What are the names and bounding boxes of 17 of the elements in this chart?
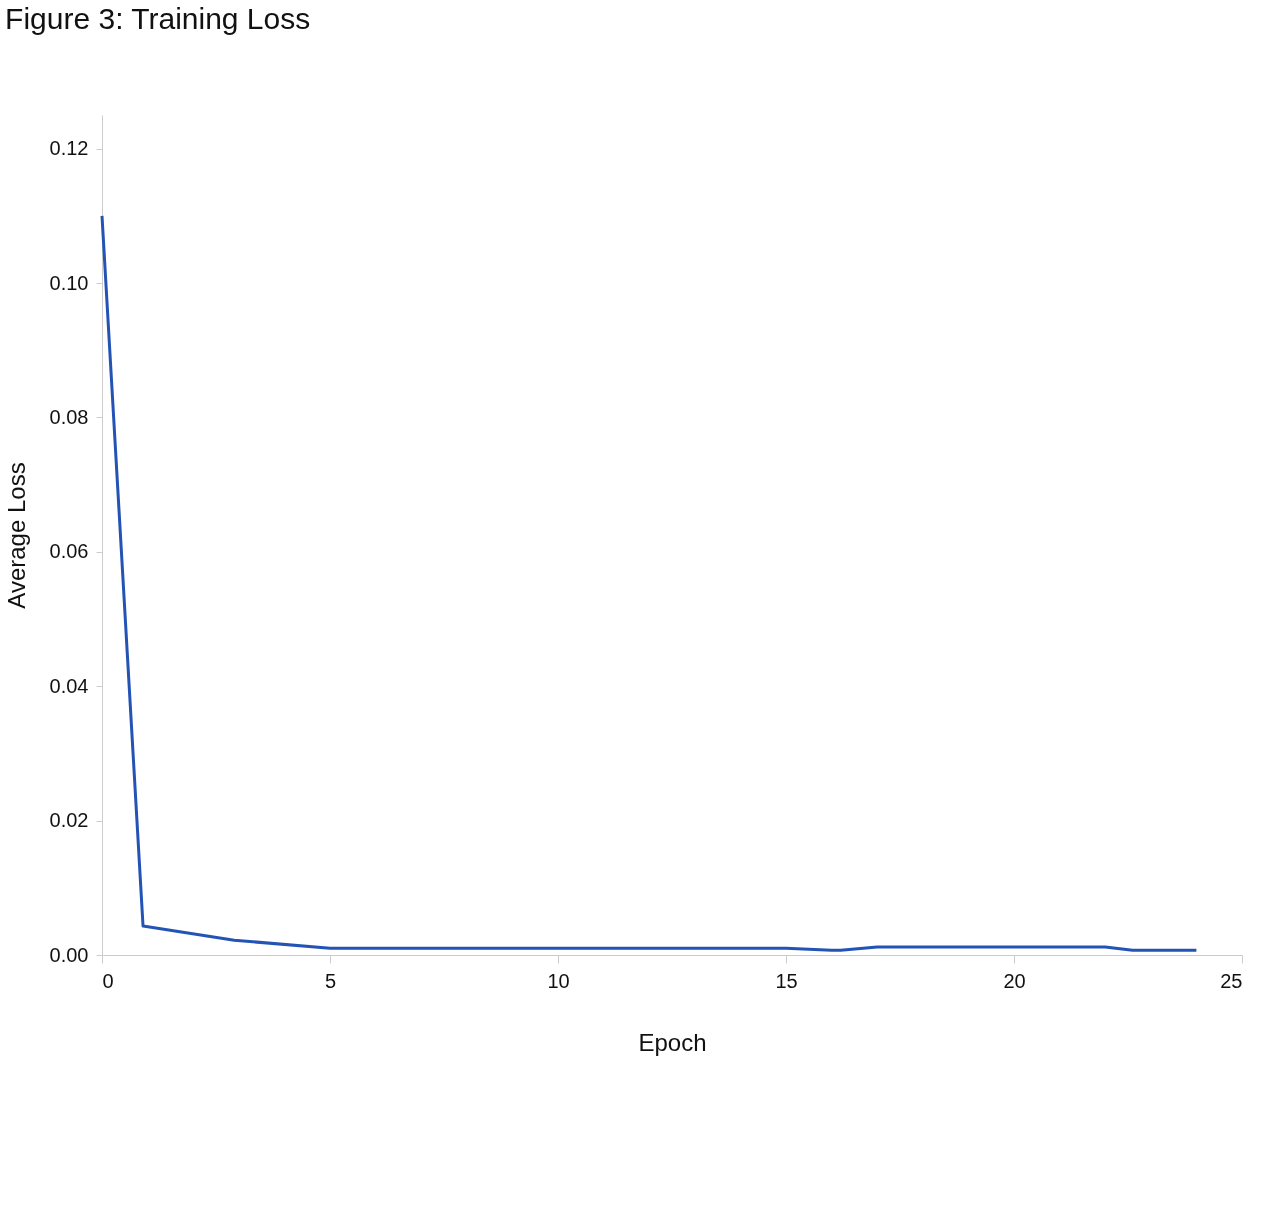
chart-title: Figure 3: Training Loss	[5, 2, 311, 35]
y-tick-label: 0.02	[49, 809, 89, 832]
y-tick-label: 0.06	[49, 540, 89, 563]
y-tick-label: 0.04	[49, 674, 89, 697]
x-axis-title: Epoch	[638, 1028, 707, 1056]
x-tick-label: 5	[324, 969, 337, 992]
x-tick-label: 10	[547, 969, 570, 992]
y-tick-label: 0.08	[49, 405, 89, 428]
y-tick-label: 0.12	[49, 137, 89, 160]
x-tick-label: 0	[102, 969, 114, 992]
x-tick-label: 25	[1220, 969, 1243, 992]
x-tick-label: 20	[1003, 969, 1026, 992]
y-tick-label: 0.00	[49, 943, 89, 966]
y-tick-label: 0.10	[49, 271, 89, 294]
y-axis-title: Average Loss	[2, 462, 30, 609]
line-series	[100, 214, 1198, 952]
x-tick-label: 15	[775, 969, 798, 992]
